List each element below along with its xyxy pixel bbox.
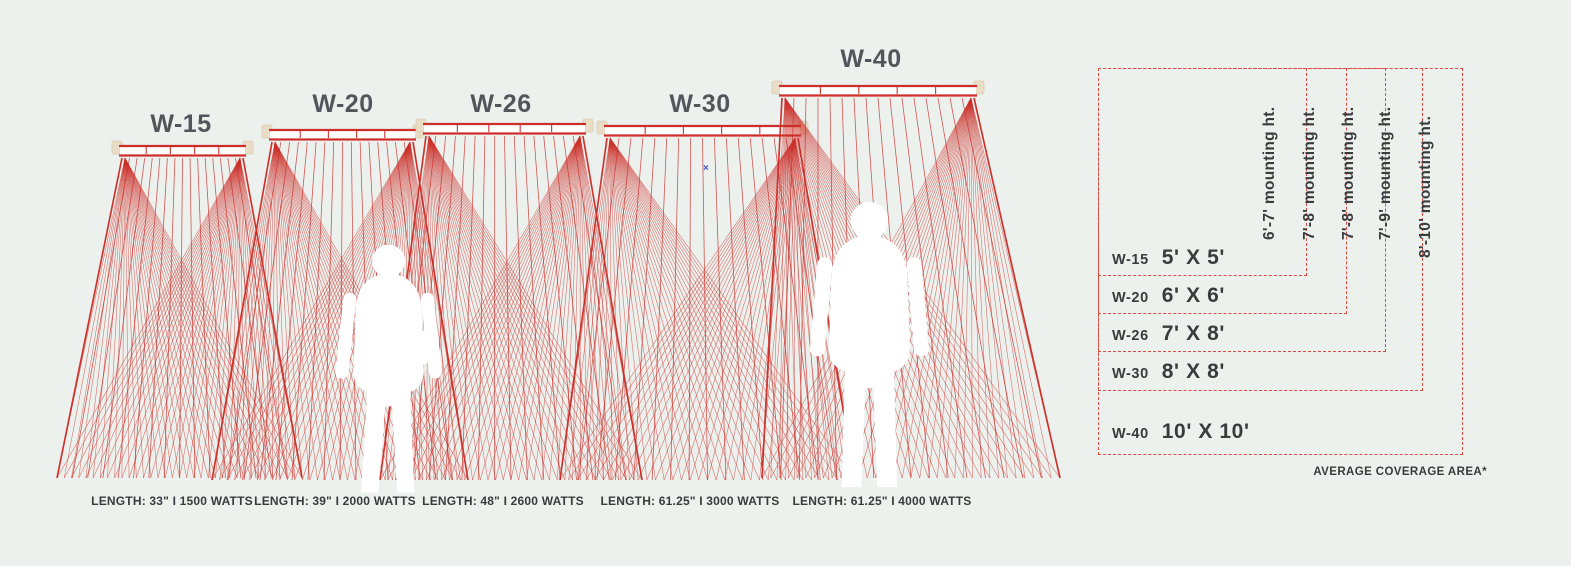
coverage-row-model: W-20 [1112, 290, 1149, 306]
heater-spec-w20: LENGTH: 39" I 2000 WATTS [254, 494, 416, 508]
heater-title-w30: W-30 [669, 90, 731, 118]
heater-spec-w40: LENGTH: 61.25" I 4000 WATTS [792, 494, 972, 508]
coverage-row-size: 7' X 8' [1161, 322, 1225, 345]
coverage-row-w40: W-40 10' X 10' [1112, 420, 1250, 444]
coverage-row-size: 10' X 10' [1161, 420, 1250, 443]
heater-spec-w30: LENGTH: 61.25" I 3000 WATTS [600, 494, 780, 508]
coverage-row-w15: W-15 5' X 5' [1112, 246, 1225, 270]
mounting-height-w30: 7'-9' mounting ht. [1377, 106, 1394, 240]
mounting-height-w20: 7'-8' mounting ht. [1301, 106, 1318, 240]
heater-title-w20: W-20 [312, 90, 374, 118]
coverage-row-model: W-30 [1112, 366, 1149, 382]
person-silhouette-small [335, 244, 442, 493]
heater-title-w15: W-15 [150, 110, 212, 138]
person-silhouette-large [809, 201, 929, 488]
coverage-row-model: W-26 [1112, 328, 1149, 344]
coverage-row-size: 5' X 5' [1161, 246, 1225, 269]
coverage-row-size: 8' X 8' [1161, 360, 1225, 383]
mounting-height-w40: 8'-10' mounting ht. [1417, 115, 1434, 258]
heater-spec-w26: LENGTH: 48" I 2600 WATTS [422, 494, 584, 508]
coverage-row-w26: W-26 7' X 8' [1112, 322, 1225, 346]
coverage-footnote: AVERAGE COVERAGE AREA* [1313, 466, 1487, 478]
coverage-row-w20: W-20 6' X 6' [1112, 284, 1225, 308]
heater-title-w26: W-26 [470, 90, 532, 118]
heater-title-w40: W-40 [840, 45, 902, 73]
coverage-outline-w40 [1098, 68, 1463, 455]
mounting-height-w26: 7'-8' mounting ht. [1340, 106, 1357, 240]
coverage-row-model: W-15 [1112, 252, 1149, 268]
coverage-row-w30: W-30 8' X 8' [1112, 360, 1225, 384]
coverage-row-model: W-40 [1112, 426, 1149, 442]
mounting-height-w15: 6'-7' mounting ht. [1261, 106, 1278, 240]
coverage-row-size: 6' X 6' [1161, 284, 1225, 307]
stray-marker: × [703, 163, 709, 174]
heater-spec-w15: LENGTH: 33" I 1500 WATTS [91, 494, 253, 508]
